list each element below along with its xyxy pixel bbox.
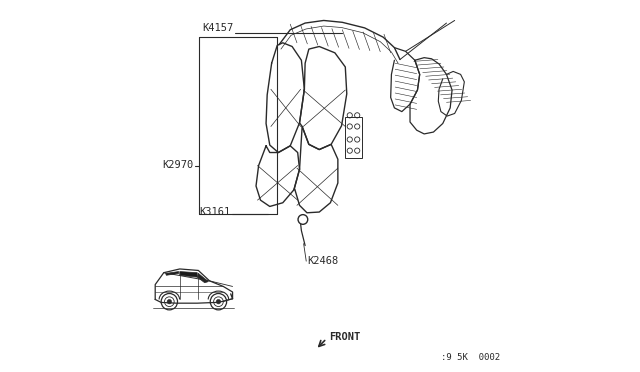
- Circle shape: [216, 299, 221, 304]
- Text: K2468: K2468: [307, 256, 338, 266]
- Polygon shape: [180, 272, 197, 277]
- Text: :9 5K  0002: :9 5K 0002: [442, 353, 500, 362]
- Polygon shape: [197, 273, 209, 283]
- Text: K4157: K4157: [202, 23, 234, 33]
- Text: K2970: K2970: [163, 160, 193, 170]
- Text: K3161: K3161: [200, 207, 231, 217]
- Text: FRONT: FRONT: [330, 332, 360, 341]
- Polygon shape: [166, 272, 179, 275]
- Bar: [346, 117, 362, 158]
- Circle shape: [167, 299, 172, 304]
